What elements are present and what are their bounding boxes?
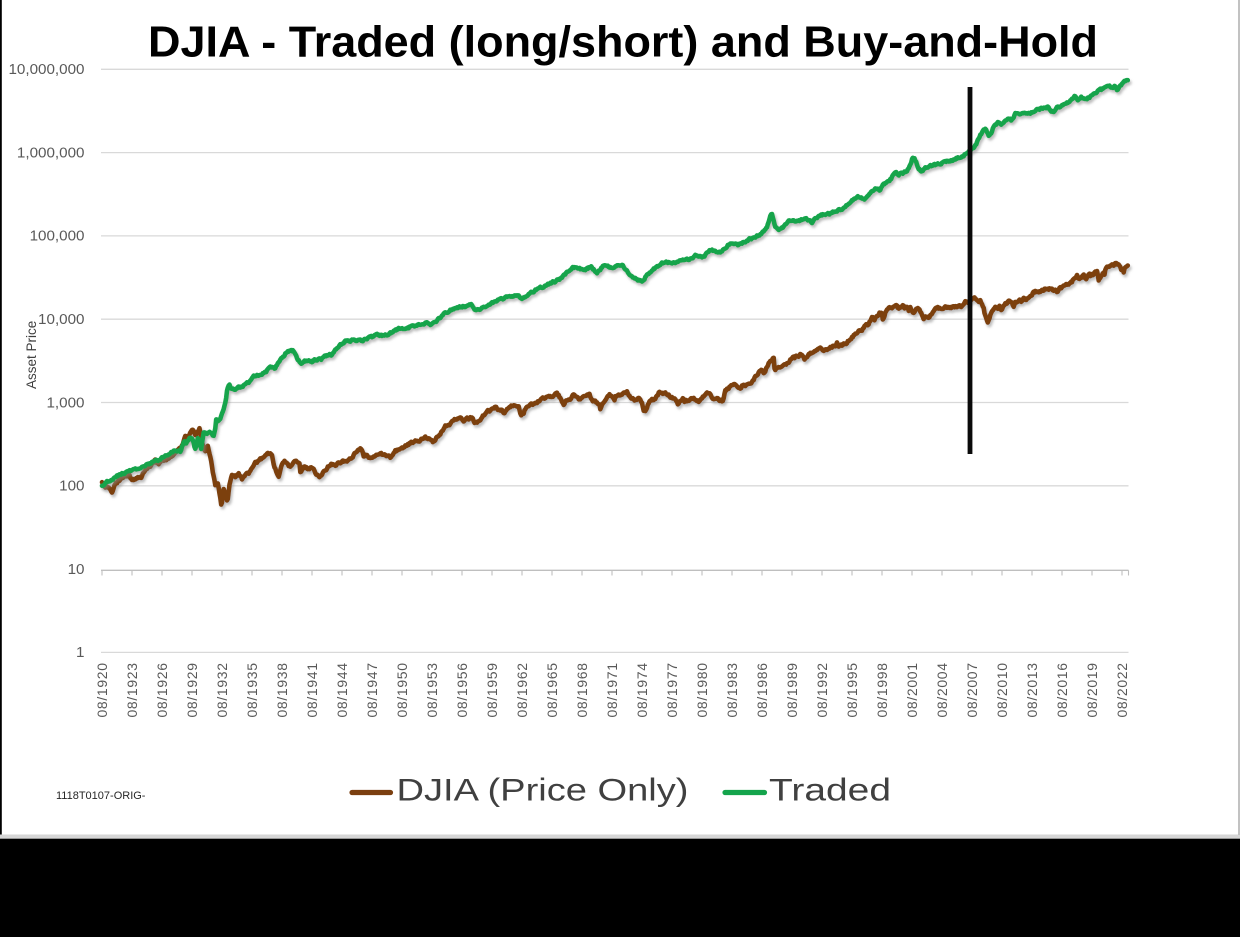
svg-text:08/1974: 08/1974 xyxy=(634,663,650,718)
svg-text:08/2016: 08/2016 xyxy=(1054,663,1070,718)
svg-text:Asset Price: Asset Price xyxy=(24,321,39,389)
svg-text:08/1950: 08/1950 xyxy=(394,663,410,718)
svg-text:08/2019: 08/2019 xyxy=(1084,663,1100,718)
svg-text:08/1923: 08/1923 xyxy=(124,663,140,718)
svg-text:08/1995: 08/1995 xyxy=(844,663,860,718)
svg-text:100,000: 100,000 xyxy=(30,228,85,245)
svg-text:08/1947: 08/1947 xyxy=(364,663,380,718)
svg-text:08/1941: 08/1941 xyxy=(304,663,320,718)
svg-text:08/1989: 08/1989 xyxy=(784,663,800,718)
svg-text:08/1971: 08/1971 xyxy=(604,663,620,718)
svg-text:1,000,000: 1,000,000 xyxy=(17,144,85,161)
svg-text:08/2004: 08/2004 xyxy=(934,663,950,718)
svg-text:10: 10 xyxy=(68,561,85,578)
svg-text:08/1935: 08/1935 xyxy=(244,663,260,718)
svg-text:08/1977: 08/1977 xyxy=(664,663,680,718)
svg-text:08/2022: 08/2022 xyxy=(1114,663,1130,718)
svg-text:08/2007: 08/2007 xyxy=(964,663,980,718)
svg-text:100: 100 xyxy=(59,478,84,495)
svg-text:08/1965: 08/1965 xyxy=(544,663,560,718)
svg-text:Traded: Traded xyxy=(769,772,891,808)
svg-text:08/1962: 08/1962 xyxy=(514,663,530,718)
svg-text:08/1926: 08/1926 xyxy=(154,663,170,718)
svg-text:08/1998: 08/1998 xyxy=(874,663,890,718)
svg-text:1118T0107-ORIG-: 1118T0107-ORIG- xyxy=(56,790,146,802)
svg-text:08/1920: 08/1920 xyxy=(94,663,110,718)
svg-text:08/1959: 08/1959 xyxy=(484,663,500,718)
svg-text:08/1929: 08/1929 xyxy=(184,663,200,718)
svg-text:08/1983: 08/1983 xyxy=(724,663,740,718)
svg-text:08/1968: 08/1968 xyxy=(574,663,590,718)
svg-text:08/1980: 08/1980 xyxy=(694,663,710,718)
svg-text:08/1986: 08/1986 xyxy=(754,663,770,718)
svg-text:08/2001: 08/2001 xyxy=(904,663,920,718)
svg-text:08/1932: 08/1932 xyxy=(214,663,230,718)
svg-text:08/1944: 08/1944 xyxy=(334,663,350,718)
svg-text:10,000: 10,000 xyxy=(38,311,84,328)
svg-text:08/1956: 08/1956 xyxy=(454,663,470,718)
svg-text:1,000: 1,000 xyxy=(46,394,84,411)
svg-text:08/2010: 08/2010 xyxy=(994,663,1010,718)
svg-text:08/1938: 08/1938 xyxy=(274,663,290,718)
svg-text:1: 1 xyxy=(76,644,84,661)
svg-text:10,000,000: 10,000,000 xyxy=(8,61,84,78)
svg-text:08/1953: 08/1953 xyxy=(424,663,440,718)
svg-text:08/2013: 08/2013 xyxy=(1024,663,1040,718)
svg-text:DJIA (Price Only): DJIA (Price Only) xyxy=(397,772,689,808)
svg-text:08/1992: 08/1992 xyxy=(814,663,830,718)
svg-text:DJIA - Traded (long/short) and: DJIA - Traded (long/short) and Buy-and-H… xyxy=(148,18,1098,67)
